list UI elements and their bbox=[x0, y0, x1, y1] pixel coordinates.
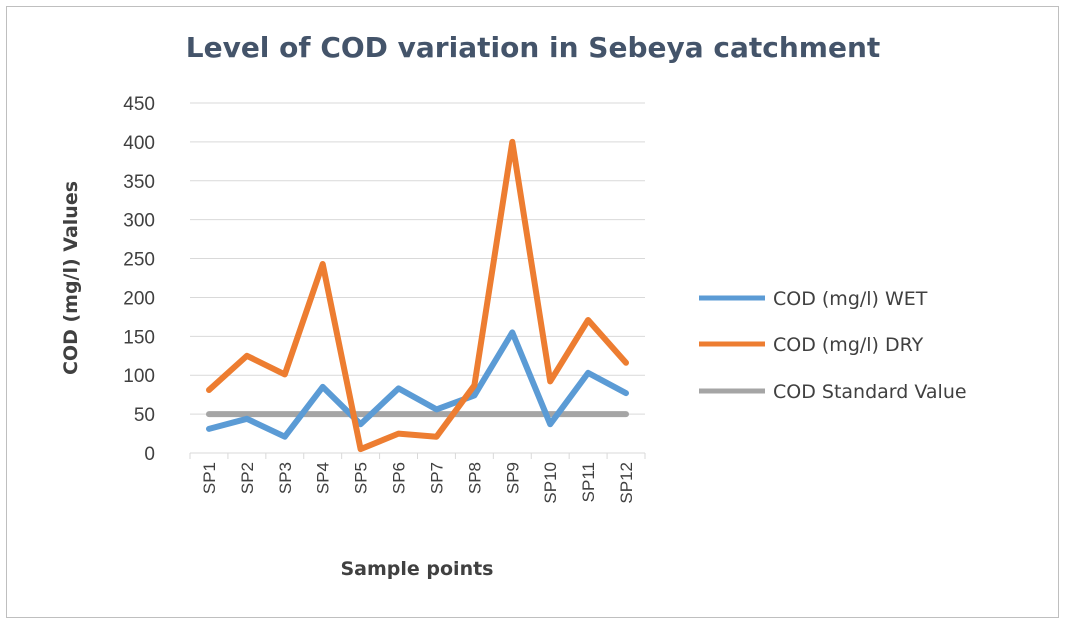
x-axis-ticks: SP1 SP2 SP3 SP4 SP5 SP6 SP7 SP8 SP9 SP10 SP11 SP12 bbox=[200, 462, 636, 504]
x-axis bbox=[189, 452, 646, 459]
y-tick-label: 450 bbox=[123, 94, 155, 115]
chart-frame bbox=[6, 6, 1059, 618]
y-tick-label: 150 bbox=[123, 327, 155, 348]
y-tick-label: 250 bbox=[123, 250, 155, 271]
legend-label: COD (mg/l) WET bbox=[773, 288, 928, 310]
x-tick-label: SP12 bbox=[617, 462, 636, 504]
x-tick-label: SP6 bbox=[390, 462, 409, 494]
x-tick-label: SP7 bbox=[427, 462, 446, 494]
x-tick-label: SP11 bbox=[579, 462, 598, 502]
y-tick-label: 200 bbox=[123, 288, 155, 309]
legend: COD (mg/l) WET COD (mg/l) DRY COD Standard… bbox=[699, 288, 967, 403]
x-tick-label: SP4 bbox=[314, 462, 333, 494]
series-line-0 bbox=[206, 329, 629, 440]
chart-title: Level of COD variation in Sebeya catchme… bbox=[186, 31, 881, 64]
y-tick-label: 300 bbox=[123, 211, 155, 232]
y-tick-label: 350 bbox=[123, 172, 155, 193]
y-tick-label: 400 bbox=[123, 133, 155, 154]
legend-label: COD (mg/l) DRY bbox=[773, 334, 924, 356]
x-tick-label: SP2 bbox=[238, 462, 257, 494]
x-tick-label: SP10 bbox=[541, 462, 560, 504]
x-tick-label: SP5 bbox=[352, 462, 371, 494]
y-axis-title: COD (mg/l) Values bbox=[60, 181, 82, 375]
y-tick-label: 0 bbox=[144, 444, 155, 465]
x-axis-title: Sample points bbox=[340, 558, 493, 580]
legend-item: COD Standard Value bbox=[699, 381, 967, 403]
x-tick-label: SP8 bbox=[465, 462, 484, 494]
x-tick-label: SP9 bbox=[503, 462, 522, 494]
y-axis-ticks: 0 50 100 150 200 250 300 350 400 450 bbox=[123, 94, 155, 465]
series-lines bbox=[206, 138, 629, 453]
x-tick-label: SP3 bbox=[276, 462, 295, 494]
x-tick-label: SP1 bbox=[200, 462, 219, 494]
legend-item: COD (mg/l) WET bbox=[699, 288, 928, 310]
series-line-1 bbox=[206, 138, 629, 453]
legend-label: COD Standard Value bbox=[773, 381, 967, 403]
legend-item: COD (mg/l) DRY bbox=[699, 334, 924, 356]
y-tick-label: 100 bbox=[123, 366, 155, 387]
y-tick-label: 50 bbox=[134, 405, 155, 426]
gridlines bbox=[190, 102, 645, 415]
